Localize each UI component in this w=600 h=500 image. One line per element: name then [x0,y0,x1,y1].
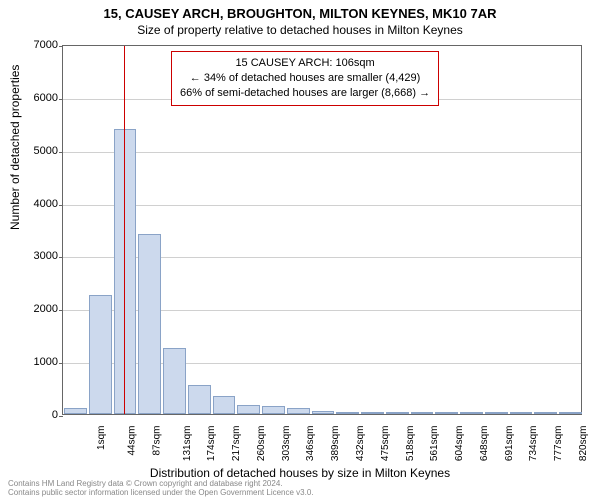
chart-plot-area: 15 CAUSEY ARCH: 106sqm← 34% of detached … [62,45,582,415]
attribution-line-2: Contains public sector information licen… [8,489,314,498]
y-tick-label: 6000 [18,92,58,104]
x-tick-label: 131sqm [182,426,193,462]
x-tick-label: 1sqm [96,426,107,450]
x-tick-label: 389sqm [330,426,341,462]
histogram-bar [312,411,335,414]
histogram-bar [213,396,236,415]
histogram-bar [287,408,310,414]
histogram-bar [534,412,557,414]
info-line-2: ← 34% of detached houses are smaller (4,… [180,71,430,86]
y-tick-label: 3000 [18,250,58,262]
histogram-bar [64,408,87,414]
x-tick-label: 260sqm [256,426,267,462]
histogram-bar [435,412,458,414]
histogram-bar [237,405,260,414]
chart-title-main: 15, CAUSEY ARCH, BROUGHTON, MILTON KEYNE… [0,0,600,21]
histogram-bar [262,406,285,414]
x-tick-label: 604sqm [454,426,465,462]
x-tick-label: 432sqm [355,426,366,462]
y-tick-label: 1000 [18,356,58,368]
chart-title-sub: Size of property relative to detached ho… [0,21,600,41]
histogram-bar [188,385,211,414]
attribution-text: Contains HM Land Registry data © Crown c… [8,480,314,498]
histogram-bar [163,348,186,414]
histogram-bar [114,129,137,414]
histogram-bar [411,412,434,414]
x-tick-label: 734sqm [528,426,539,462]
property-marker-line [124,46,125,414]
histogram-bar [386,412,409,414]
y-tick-label: 7000 [18,39,58,51]
grid-line [63,205,581,206]
x-axis-label: Distribution of detached houses by size … [0,466,600,480]
info-line-1: 15 CAUSEY ARCH: 106sqm [180,56,430,71]
x-tick-label: 820sqm [578,426,589,462]
y-tick-label: 2000 [18,303,58,315]
y-tick-label: 4000 [18,198,58,210]
x-tick-label: 174sqm [207,426,218,462]
histogram-bar [510,412,533,414]
x-tick-label: 87sqm [151,426,162,456]
x-tick-label: 691sqm [504,426,515,462]
x-tick-label: 561sqm [429,426,440,462]
histogram-bar [89,295,112,414]
property-info-box: 15 CAUSEY ARCH: 106sqm← 34% of detached … [171,51,439,106]
histogram-bar [559,412,582,414]
x-tick-label: 44sqm [127,426,138,456]
x-tick-label: 217sqm [231,426,242,462]
histogram-bar [336,412,359,414]
histogram-bar [460,412,483,414]
info-line-3: 66% of semi-detached houses are larger (… [180,86,430,101]
x-tick-label: 648sqm [479,426,490,462]
histogram-bar [485,412,508,414]
y-tick-label: 5000 [18,145,58,157]
x-tick-label: 303sqm [281,426,292,462]
histogram-bar [361,412,384,414]
y-tick-label: 0 [18,409,58,421]
histogram-bar [138,234,161,414]
x-tick-label: 475sqm [380,426,391,462]
x-tick-label: 346sqm [306,426,317,462]
grid-line [63,152,581,153]
x-tick-label: 777sqm [553,426,564,462]
x-tick-label: 518sqm [405,426,416,462]
